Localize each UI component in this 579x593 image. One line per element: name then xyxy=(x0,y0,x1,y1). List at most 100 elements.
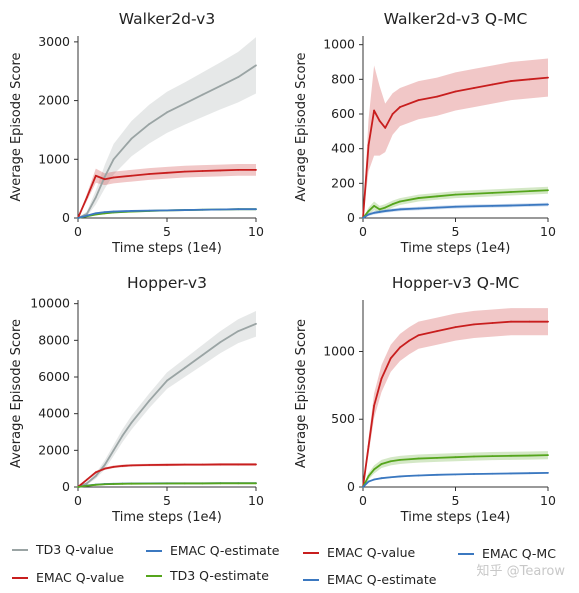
data-point xyxy=(94,174,97,177)
legend-swatch xyxy=(146,574,162,577)
data-point xyxy=(547,189,549,192)
legend-label: EMAC Q-MC xyxy=(482,546,556,561)
y-tick-label: 2000 xyxy=(38,93,70,108)
data-point xyxy=(219,482,222,485)
data-point xyxy=(417,197,420,199)
data-point xyxy=(183,209,186,211)
y-tick-label: 4000 xyxy=(38,406,70,421)
data-point xyxy=(510,191,512,193)
legend-label: TD3 Q-value xyxy=(36,542,114,557)
data-point xyxy=(384,206,387,209)
data-point xyxy=(373,109,375,112)
data-point xyxy=(510,454,512,457)
data-point xyxy=(166,111,168,114)
data-point xyxy=(166,209,168,212)
data-point xyxy=(417,457,420,460)
data-point xyxy=(367,213,370,216)
data-point xyxy=(367,144,370,147)
data-point xyxy=(183,102,186,105)
data-point xyxy=(94,471,97,474)
data-point xyxy=(436,330,438,333)
data-point xyxy=(166,171,168,174)
data-point xyxy=(86,196,88,199)
legend-label: EMAC Q-value xyxy=(327,545,416,560)
data-point xyxy=(219,85,222,87)
data-point xyxy=(237,330,240,333)
data-point xyxy=(436,195,438,198)
data-point xyxy=(362,486,364,488)
data-point xyxy=(373,204,375,207)
data-point xyxy=(130,137,133,140)
data-point xyxy=(417,474,420,477)
chart-panel-1: Walker2d-v3 Q-MC 0 5 10 0 200 400 600 800 1000 Tim… xyxy=(294,10,556,256)
legend-item: EMAC Q-MC xyxy=(458,546,556,561)
chart-title: Walker2d-v3 Q-MC xyxy=(384,10,528,28)
data-point xyxy=(389,476,392,479)
x-tick-label: 0 xyxy=(359,224,367,239)
x-tick-label: 10 xyxy=(248,224,264,239)
data-point xyxy=(399,106,401,108)
y-tick-label: 500 xyxy=(331,411,355,426)
data-point xyxy=(121,482,124,485)
legend-swatch xyxy=(458,552,474,555)
legend-swatch xyxy=(12,548,28,551)
data-point xyxy=(408,474,411,477)
data-point xyxy=(491,191,494,194)
y-tick-label: 2000 xyxy=(38,442,70,457)
chart-panel-3: Hopper-v3 Q-MC 0 5 10 0 500 1000 Time steps (1e… xyxy=(294,274,556,525)
data-point xyxy=(547,76,549,79)
data-point xyxy=(183,366,186,369)
chart-panel-2: Hopper-v3 0 5 10 0 2000 4000 6000 8000 10000 Time … xyxy=(9,274,264,525)
y-tick-label: 1000 xyxy=(323,343,355,358)
data-point xyxy=(237,482,240,485)
y-tick-label: 1000 xyxy=(38,151,70,166)
legend-label: EMAC Q-estimate xyxy=(327,572,437,587)
data-point xyxy=(473,473,475,475)
x-tick-label: 0 xyxy=(74,493,82,508)
data-point xyxy=(112,465,115,468)
series-band-td3_q_estimate xyxy=(363,186,548,218)
data-point xyxy=(528,190,531,193)
data-point xyxy=(77,217,79,219)
data-point xyxy=(237,463,240,466)
data-point xyxy=(491,204,494,207)
watermark: 知乎 @Tearow xyxy=(476,564,565,579)
data-point xyxy=(491,83,494,86)
data-point xyxy=(399,200,401,203)
series-line-emac_q_value xyxy=(77,463,256,488)
legend-item: EMAC Q-estimate xyxy=(303,572,436,587)
chart-title: Walker2d-v3 xyxy=(119,10,215,28)
data-point xyxy=(380,463,383,465)
data-point xyxy=(391,113,394,115)
data-point xyxy=(121,465,124,467)
x-axis-label: Time steps (1e4) xyxy=(111,241,222,256)
data-point xyxy=(373,468,375,471)
legend-label: EMAC Q-estimate xyxy=(170,543,280,558)
data-point xyxy=(528,204,531,206)
series-band-emac_q_value xyxy=(363,58,548,219)
data-point xyxy=(201,93,204,96)
x-tick-label: 10 xyxy=(248,493,264,508)
data-point xyxy=(373,404,375,407)
data-point xyxy=(367,475,370,478)
x-axis-label: Time steps (1e4) xyxy=(111,510,222,525)
data-point xyxy=(130,464,133,467)
data-point xyxy=(436,456,438,459)
data-point xyxy=(112,158,115,161)
data-point xyxy=(528,320,531,323)
data-point xyxy=(399,458,401,461)
data-point xyxy=(362,217,364,219)
data-point xyxy=(255,168,257,171)
data-point xyxy=(86,484,88,487)
x-axis-label: Time steps (1e4) xyxy=(400,241,511,256)
data-point xyxy=(219,463,222,466)
x-tick-label: 0 xyxy=(74,224,82,239)
data-point xyxy=(130,482,133,485)
data-point xyxy=(255,64,257,67)
data-point xyxy=(454,326,457,329)
y-axis-label: Average Episode Score xyxy=(294,52,309,201)
y-tick-label: 1000 xyxy=(323,37,355,52)
data-point xyxy=(454,456,457,459)
legend-item: TD3 Q-estimate xyxy=(146,568,269,583)
data-point xyxy=(103,464,106,466)
